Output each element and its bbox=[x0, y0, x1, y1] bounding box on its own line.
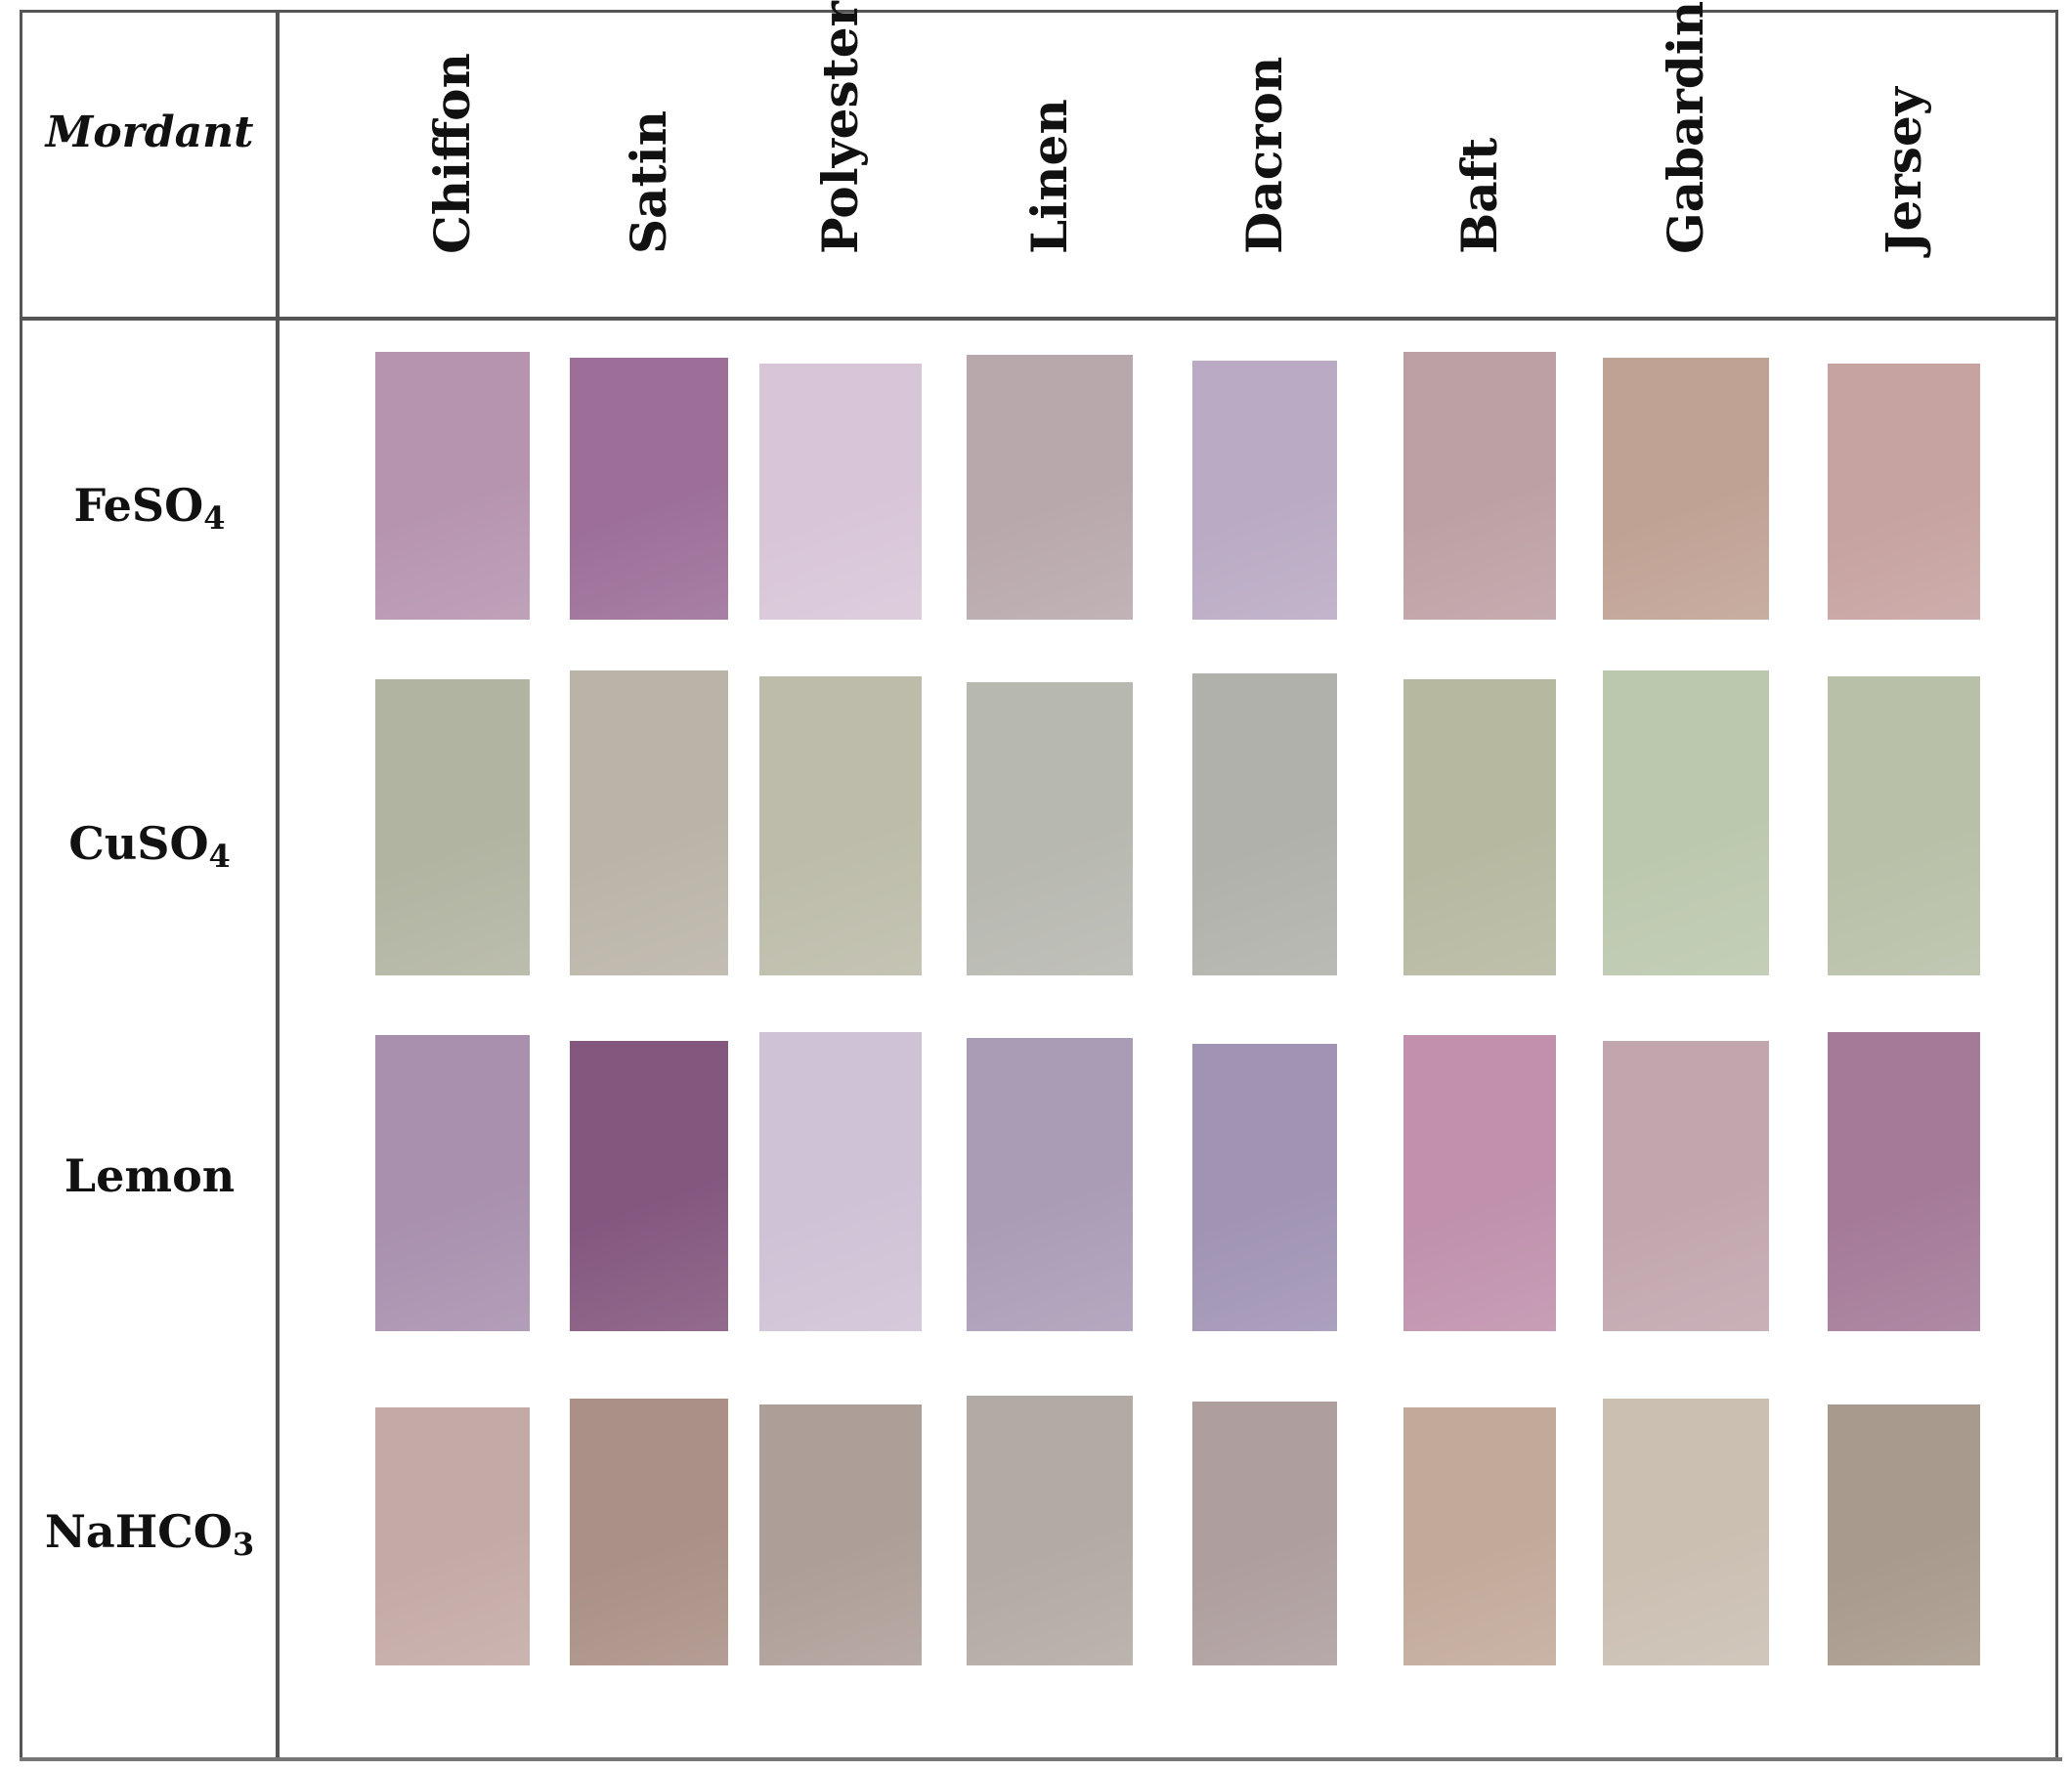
column-header-jersey: Jersey bbox=[1845, 20, 1963, 303]
column-header-baft: Baft bbox=[1421, 20, 1538, 303]
column-divider bbox=[276, 10, 280, 1757]
column-header-label: Linen bbox=[1020, 99, 1078, 254]
fabric-swatch-satin bbox=[570, 358, 728, 620]
table-bottom-border bbox=[20, 1757, 2062, 1761]
row-label-subscript: 4 bbox=[208, 838, 231, 875]
row-label-subscript: 3 bbox=[232, 1526, 255, 1563]
fabric-swatch-baft bbox=[1403, 1035, 1556, 1331]
fabric-swatch-chiffon bbox=[375, 1035, 530, 1331]
row-label-formula: FeSO bbox=[73, 479, 204, 532]
fabric-swatch-dacron bbox=[1192, 1044, 1337, 1331]
fabric-swatch-polyester bbox=[759, 676, 922, 975]
column-header-linen: Linen bbox=[991, 20, 1108, 303]
fabric-swatch-jersey bbox=[1828, 1032, 1980, 1331]
fabric-swatch-chiffon bbox=[375, 352, 530, 620]
row-label-subscript: 4 bbox=[203, 499, 226, 537]
fabric-swatch-gabardine bbox=[1603, 1041, 1769, 1331]
row-label-formula: CuSO bbox=[68, 817, 209, 870]
fabric-swatch-satin bbox=[570, 670, 728, 975]
fabric-swatch-jersey bbox=[1828, 364, 1980, 620]
column-header-polyester: Polyester bbox=[782, 1, 899, 303]
column-header-gabardine: Gabardine bbox=[1627, 0, 1745, 303]
mordant-header: Mordant bbox=[45, 108, 254, 157]
column-header-dacron: Dacron bbox=[1206, 20, 1323, 303]
fabric-swatch-satin bbox=[570, 1399, 728, 1665]
fabric-swatch-baft bbox=[1403, 1407, 1556, 1665]
column-header-satin: Satin bbox=[590, 20, 708, 303]
column-header-chiffon: Chiffon bbox=[394, 20, 511, 303]
fabric-swatch-chiffon bbox=[375, 1407, 530, 1665]
fabric-swatch-polyester bbox=[759, 1032, 922, 1331]
fabric-swatch-satin bbox=[570, 1041, 728, 1331]
row-label: FeSO4 bbox=[27, 479, 272, 537]
row-label: CuSO4 bbox=[27, 817, 272, 875]
header-divider bbox=[20, 317, 2058, 321]
fabric-swatch-baft bbox=[1403, 679, 1556, 975]
fabric-swatch-baft bbox=[1403, 352, 1556, 620]
fabric-swatch-jersey bbox=[1828, 1404, 1980, 1665]
column-header-label: Baft bbox=[1450, 137, 1508, 254]
column-header-label: Gabardine bbox=[1657, 0, 1714, 254]
fabric-swatch-polyester bbox=[759, 364, 922, 620]
row-label-formula: Lemon bbox=[64, 1149, 236, 1202]
fabric-swatch-linen bbox=[967, 1038, 1133, 1331]
row-label: NaHCO3 bbox=[27, 1505, 272, 1563]
fabric-swatch-linen bbox=[967, 355, 1133, 620]
column-header-label: Satin bbox=[620, 110, 677, 254]
fabric-swatch-dacron bbox=[1192, 361, 1337, 620]
column-header-label: Chiffon bbox=[423, 53, 481, 254]
column-header-label: Jersey bbox=[1875, 87, 1932, 254]
fabric-swatch-gabardine bbox=[1603, 670, 1769, 975]
fabric-swatch-chiffon bbox=[375, 679, 530, 975]
fabric-swatch-dacron bbox=[1192, 673, 1337, 975]
fabric-swatch-jersey bbox=[1828, 676, 1980, 975]
row-label-formula: NaHCO bbox=[44, 1505, 233, 1558]
fabric-swatch-polyester bbox=[759, 1404, 922, 1665]
fabric-swatch-linen bbox=[967, 682, 1133, 975]
fabric-swatch-gabardine bbox=[1603, 1399, 1769, 1665]
fabric-swatch-gabardine bbox=[1603, 358, 1769, 620]
column-header-label: Dacron bbox=[1235, 56, 1293, 254]
fabric-swatch-dacron bbox=[1192, 1402, 1337, 1665]
column-header-label: Polyester bbox=[811, 1, 869, 254]
row-label: Lemon bbox=[27, 1149, 272, 1202]
fabric-swatch-linen bbox=[967, 1396, 1133, 1665]
table-frame bbox=[20, 10, 2058, 1757]
